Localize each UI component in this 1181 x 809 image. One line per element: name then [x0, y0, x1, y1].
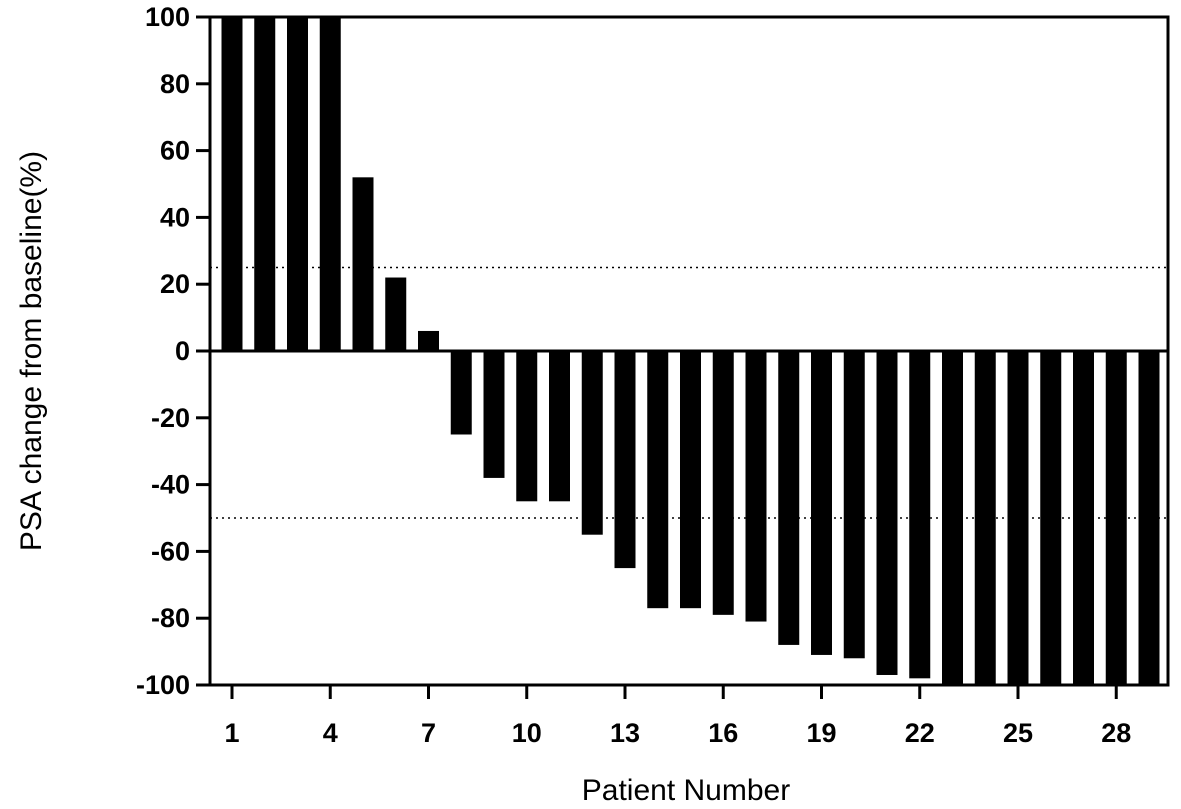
bar-patient-8	[450, 351, 472, 435]
bar-patient-2	[254, 17, 276, 351]
x-tick-label: 10	[512, 718, 542, 748]
y-tick-label: 40	[160, 202, 190, 232]
bar-patient-23	[942, 351, 963, 685]
bar-patient-29	[1138, 351, 1160, 685]
x-tick-label: 13	[610, 718, 640, 748]
bar-patient-13	[614, 351, 636, 569]
bar-patient-20	[843, 351, 865, 659]
y-tick-label: 60	[160, 136, 190, 166]
y-tick-label: 80	[160, 69, 190, 99]
bar-patient-12	[581, 351, 603, 535]
x-tick-label: 4	[323, 718, 338, 748]
y-tick-label: -80	[151, 603, 190, 633]
y-tick-label: 100	[145, 2, 190, 32]
bar-patient-11	[549, 351, 570, 502]
y-tick-label: -100	[136, 670, 190, 700]
bar-patient-14	[647, 351, 669, 609]
x-tick-label: 22	[905, 718, 935, 748]
bar-patient-22	[909, 351, 931, 679]
y-axis-title: PSA change from baseline(%)	[15, 151, 48, 551]
y-axis: 100 80 60 40 20 0 -20 -40 -60 -80 -100	[136, 2, 210, 700]
bar-patient-7	[418, 330, 439, 351]
x-axis-title: Patient Number	[582, 774, 790, 807]
y-tick-label: -20	[151, 403, 190, 433]
x-tick-label: 28	[1101, 718, 1131, 748]
y-tick-label: -40	[151, 470, 190, 500]
bar-patient-3	[287, 17, 308, 351]
bar-patient-9	[483, 351, 505, 478]
bar-patient-1	[221, 17, 243, 351]
bar-patient-25	[1007, 351, 1029, 685]
bar-patient-16	[712, 351, 734, 615]
y-tick-label: 20	[160, 269, 190, 299]
bar-patient-5	[352, 177, 374, 351]
x-tick-label: 25	[1003, 718, 1033, 748]
bar-patient-4	[319, 17, 341, 351]
bar-patient-17	[745, 351, 767, 622]
x-tick-label: 16	[708, 718, 738, 748]
y-tick-label: 0	[175, 336, 190, 366]
bar-patient-10	[516, 351, 538, 502]
x-axis: 1 4 7 10 13 16 19 22 25 28	[224, 685, 1131, 748]
x-tick-label: 1	[224, 718, 239, 748]
reference-lines	[210, 266, 1168, 519]
bar-patient-18	[778, 351, 800, 645]
x-tick-label: 7	[421, 718, 436, 748]
bar-patient-21	[876, 351, 898, 675]
bars	[221, 17, 1160, 685]
y-tick-label: -60	[151, 536, 190, 566]
bar-patient-19	[811, 351, 832, 655]
bar-patient-6	[385, 277, 407, 351]
bar-patient-27	[1073, 351, 1094, 685]
bar-patient-15	[680, 351, 701, 609]
x-tick-label: 19	[806, 718, 836, 748]
